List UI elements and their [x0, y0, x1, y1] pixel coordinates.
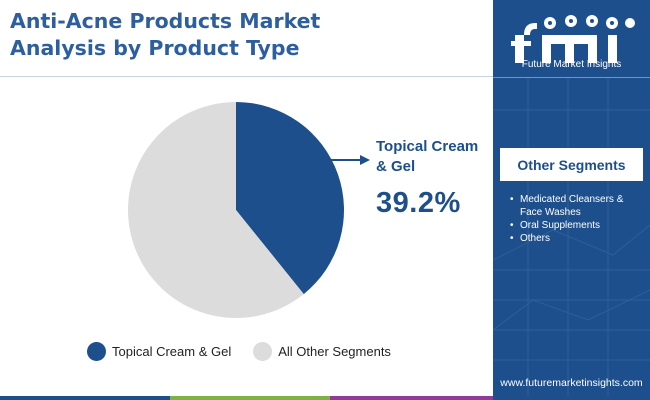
- other-segment-item: Oral Supplements: [510, 219, 645, 232]
- bottom-bar-segment: [493, 396, 650, 400]
- chart-title-line-2: Analysis by Product Type: [10, 36, 300, 60]
- callout-label: Topical Cream & Gel: [376, 138, 479, 175]
- other-segments-heading: Other Segments: [500, 148, 643, 181]
- chart-title: Anti-Acne Products Market Analysis by Pr…: [10, 8, 480, 62]
- chart-legend: Topical Cream & Gel All Other Segments: [87, 342, 413, 361]
- bottom-color-bar: [0, 396, 650, 400]
- legend-swatch-topical: [87, 342, 106, 361]
- chart-title-line-1: Anti-Acne Products Market: [10, 9, 321, 33]
- side-panel: Future Market Insights Other Segments Me…: [493, 0, 650, 400]
- other-segment-item: Medicated Cleansers & Face Washes: [510, 193, 645, 219]
- other-segment-item: Others: [510, 232, 645, 245]
- title-divider: [0, 76, 493, 77]
- pie-slice-topical-cream-gel: [236, 102, 345, 295]
- panel-divider: [493, 77, 650, 78]
- pie-slice-all-other-segments: [128, 102, 304, 318]
- legend-label-other: All Other Segments: [278, 344, 391, 359]
- callout-arrow: [331, 155, 370, 165]
- pie-chart: [128, 102, 370, 318]
- bottom-bar-segment: [330, 396, 493, 400]
- callout-value: 39.2%: [376, 187, 461, 219]
- other-segments-list: Medicated Cleansers & Face Washes Oral S…: [510, 193, 645, 245]
- logo-tagline: Future Market Insights: [521, 59, 622, 70]
- bottom-bar-segment: [0, 396, 170, 400]
- legend-label-topical: Topical Cream & Gel: [112, 344, 232, 359]
- fmi-logo: [511, 15, 635, 63]
- legend-item-other: All Other Segments: [253, 342, 391, 361]
- legend-item-topical: Topical Cream & Gel: [87, 342, 231, 361]
- bottom-bar-segment: [170, 396, 330, 400]
- website-url: www.futuremarketinsights.com: [500, 377, 643, 389]
- legend-swatch-other: [253, 342, 273, 361]
